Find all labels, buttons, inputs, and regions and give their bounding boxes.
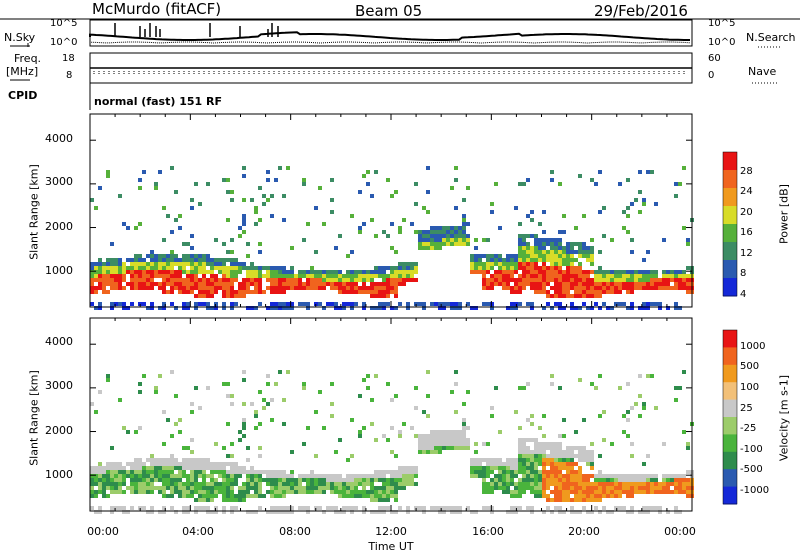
power-colorbar-frame xyxy=(722,151,738,297)
velocity-colorbar-frame xyxy=(722,329,738,505)
velocity-colorbar-swatch xyxy=(723,417,737,435)
velocity-colorbar-swatch xyxy=(723,382,737,401)
xtick-1: 04:00 xyxy=(182,525,214,538)
nave-label: Nave xyxy=(748,65,777,78)
cpid-label: CPID xyxy=(8,89,38,102)
power-ytick-3000: 3000 xyxy=(45,175,73,188)
noise-search-label: N.Search xyxy=(746,31,796,44)
freq-label: Freq. xyxy=(14,52,42,65)
vel-cbar-tick-neg500: -500 xyxy=(740,464,763,475)
noise-right-tick-top: 10^5 xyxy=(708,18,736,29)
velocity-colorbar-swatch xyxy=(723,364,737,383)
vel-cbar-tick-neg100: -100 xyxy=(740,444,763,455)
vel-cbar-tick-25: 25 xyxy=(740,403,753,414)
vel-colorbar-label: Velocity [m s-1] xyxy=(777,374,791,462)
vel-ytick-1000: 1000 xyxy=(45,468,73,481)
power-cbar-tick-28: 28 xyxy=(740,166,753,177)
vel-ytick-4000: 4000 xyxy=(45,335,73,348)
vel-ytick-2000: 2000 xyxy=(45,424,73,437)
noise-search-trace xyxy=(89,41,691,44)
power-colorbar-swatch xyxy=(723,188,737,207)
velocity-colorbar-swatch xyxy=(723,434,737,453)
vel-cbar-tick-500: 500 xyxy=(740,361,760,372)
power-ytick-2000: 2000 xyxy=(45,220,73,233)
velocity-colorbar-swatch xyxy=(723,347,737,366)
noise-left-tick-top: 10^5 xyxy=(50,18,78,29)
power-colorbar-swatch xyxy=(723,170,737,189)
power-y-axis-label: Slant Range [km] xyxy=(27,164,41,260)
cpid-value: normal (fast) 151 RF xyxy=(94,95,222,108)
power-colorbar-swatch xyxy=(723,278,737,297)
power-cbar-tick-8: 8 xyxy=(740,268,747,279)
station-title: McMurdo (fitACF) xyxy=(92,0,222,18)
velocity-colorbar-swatch xyxy=(723,469,737,488)
velocity-panel-pixels xyxy=(90,370,694,514)
power-colorbar-swatch xyxy=(723,206,737,225)
xtick-2: 08:00 xyxy=(279,525,311,538)
vel-cbar-tick-neg25: -25 xyxy=(740,423,757,434)
power-colorbar-swatch xyxy=(723,260,737,279)
velocity-colorbar-swatch xyxy=(723,486,737,505)
power-ytick-4000: 4000 xyxy=(45,132,73,145)
power-cbar-tick-12: 12 xyxy=(740,248,753,259)
nave-tick-top: 60 xyxy=(708,53,721,64)
power-cbar-tick-16: 16 xyxy=(740,227,753,238)
vel-ytick-3000: 3000 xyxy=(45,379,73,392)
vel-cbar-tick-1000: 1000 xyxy=(740,341,766,352)
xtick-0: 00:00 xyxy=(87,525,119,538)
xtick-5: 20:00 xyxy=(568,525,600,538)
xtick-4: 16:00 xyxy=(472,525,504,538)
x-axis-label: Time UT xyxy=(368,540,414,553)
noise-panel-frame xyxy=(89,19,693,47)
freq-tick-bottom: 8 xyxy=(66,70,73,81)
noise-left-tick-bottom: 10^0 xyxy=(50,37,78,48)
freq-unit-label: [MHz] xyxy=(6,65,39,78)
power-colorbar-swatch xyxy=(723,224,737,243)
beam-title: Beam 05 xyxy=(355,2,423,20)
velocity-colorbar-swatch xyxy=(723,399,737,418)
nave-tick-bottom: 0 xyxy=(708,70,715,81)
noise-sky-label: N.Sky xyxy=(4,31,36,44)
vel-cbar-tick-100: 100 xyxy=(740,382,760,393)
vel-y-axis-label: Slant Range [km] xyxy=(27,370,41,466)
velocity-colorbar-swatch xyxy=(723,330,737,348)
xtick-6: 00:00 xyxy=(664,525,696,538)
date-title: 29/Feb/2016 xyxy=(594,2,688,20)
power-cbar-tick-24: 24 xyxy=(740,186,753,197)
power-colorbar-swatch xyxy=(723,242,737,261)
velocity-colorbar-swatch xyxy=(723,451,737,470)
noise-right-tick-bottom: 10^0 xyxy=(708,37,736,48)
power-cbar-tick-4: 4 xyxy=(740,289,747,300)
power-colorbar-label: Power [dB] xyxy=(777,184,791,244)
vel-cbar-tick-neg1000: -1000 xyxy=(740,485,770,496)
freq-tick-top: 18 xyxy=(62,53,75,64)
power-cbar-tick-20: 20 xyxy=(740,207,753,218)
noise-sky-trace xyxy=(89,31,690,41)
power-panel-pixels xyxy=(90,166,694,310)
power-ytick-1000: 1000 xyxy=(45,264,73,277)
xtick-3: 12:00 xyxy=(375,525,407,538)
power-colorbar-swatch xyxy=(723,152,737,171)
